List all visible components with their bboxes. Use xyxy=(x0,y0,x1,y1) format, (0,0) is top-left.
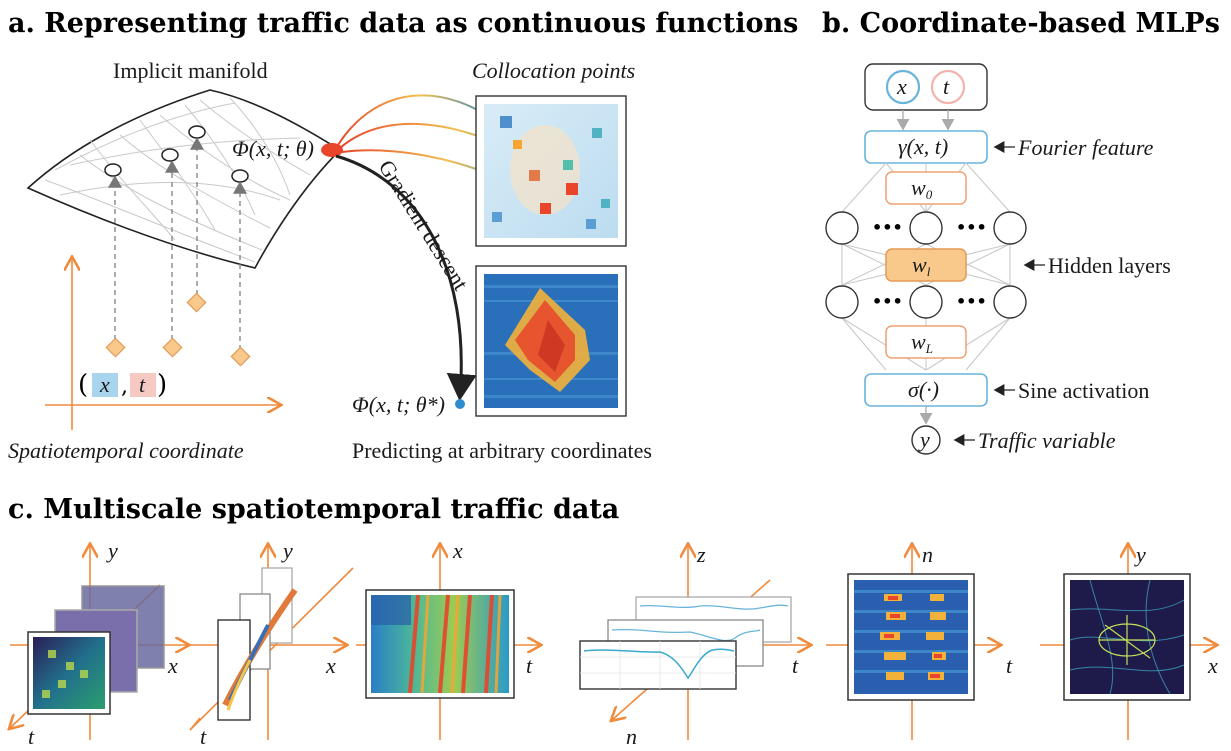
coord-t: t xyxy=(139,372,146,397)
plot-4: z t n xyxy=(579,542,810,749)
hidden-neuron xyxy=(825,285,859,319)
input-t-circle xyxy=(930,69,966,105)
fourier-box-label: γ(x, t) xyxy=(898,134,948,159)
input-box xyxy=(864,63,988,111)
phi-theta-label: Φ(x, t; θ) xyxy=(232,136,314,161)
wL-box xyxy=(885,325,967,359)
hidden-neuron xyxy=(993,285,1027,319)
axis-label: x xyxy=(452,538,463,563)
coord-close-paren: ) xyxy=(157,370,167,400)
coordinate-diamond xyxy=(105,337,126,358)
axis-label: x xyxy=(167,653,178,678)
coordinate-diamond xyxy=(162,337,183,358)
axis-label: y xyxy=(281,538,293,563)
collocation-label: Collocation points xyxy=(472,58,635,83)
prediction-heatmap xyxy=(475,265,627,417)
hidden-neuron xyxy=(993,211,1027,245)
plot-6: y x xyxy=(1040,542,1218,740)
hidden-dots: ••• xyxy=(956,218,987,237)
panel-b-title: b. Coordinate-based MLPs xyxy=(822,8,1220,39)
coord-x: x xyxy=(99,372,110,397)
plot-1: y x t xyxy=(10,538,188,749)
axis-label: z xyxy=(696,542,706,567)
axis-label: x xyxy=(1207,653,1218,678)
hidden-dots: ••• xyxy=(872,292,903,311)
panel-a-title: a. Representing traffic data as continuo… xyxy=(8,8,798,39)
manifold-point xyxy=(231,169,249,183)
plot-5: n t xyxy=(826,542,1013,740)
input-t: t xyxy=(943,74,950,99)
hidden-dots: ••• xyxy=(956,292,987,311)
sine-box-label: σ(·) xyxy=(908,377,939,402)
axis-label: y xyxy=(1134,542,1146,567)
coordinate-diamond xyxy=(186,292,207,313)
manifold-label: Implicit manifold xyxy=(113,58,268,83)
output-label: Traffic variable xyxy=(978,428,1116,453)
axis-label: t xyxy=(792,653,799,678)
manifold-point xyxy=(188,125,206,139)
collocation-image xyxy=(475,95,627,247)
axis-label: n xyxy=(922,542,933,567)
coord-caption: Spatiotemporal coordinate xyxy=(8,438,244,463)
w0-box xyxy=(885,171,967,205)
axis-label: n xyxy=(626,724,637,749)
phi-theta-star-label: Φ(x, t; θ*) xyxy=(352,392,445,417)
wl-box xyxy=(885,248,967,282)
axis-label: t xyxy=(200,724,207,749)
plot-3: x t xyxy=(356,538,540,740)
phi-theta-point xyxy=(321,143,343,157)
network-connections xyxy=(841,162,1011,371)
input-x: x xyxy=(896,74,907,99)
coordinate-diamond xyxy=(230,346,251,367)
hidden-dots: ••• xyxy=(872,218,903,237)
predict-caption: Predicting at arbitrary coordinates xyxy=(352,438,652,463)
manifold-point xyxy=(104,163,122,177)
coord-x-box xyxy=(92,373,118,397)
axis-label: x xyxy=(325,653,336,678)
hidden-label: Hidden layers xyxy=(1048,253,1171,278)
axis-label: t xyxy=(28,724,35,749)
phi-theta-star-point xyxy=(455,399,465,409)
coord-comma: , xyxy=(121,374,128,399)
axis-label: y xyxy=(106,538,118,563)
manifold-point xyxy=(161,148,179,162)
output-y: y xyxy=(918,427,930,452)
wl-label: wl xyxy=(912,252,931,279)
gradient-descent-arrow xyxy=(335,154,477,401)
hidden-neuron xyxy=(909,211,943,245)
coord-open-paren: ( xyxy=(78,370,88,400)
hidden-neuron xyxy=(825,211,859,245)
implicit-manifold-surface xyxy=(26,89,342,269)
coordinate-axes xyxy=(45,258,280,430)
output-circle xyxy=(911,425,941,455)
plot-2: y x t xyxy=(188,538,354,749)
input-x-circle xyxy=(885,69,921,105)
axis-label: t xyxy=(1006,653,1013,678)
axis-label: t xyxy=(526,653,533,678)
hidden-neuron xyxy=(909,285,943,319)
panel-c-title: c. Multiscale spatiotemporal traffic dat… xyxy=(8,494,619,525)
sine-label: Sine activation xyxy=(1018,378,1149,403)
gradient-label: Gradient descent xyxy=(374,155,474,294)
coord-t-box xyxy=(130,373,156,397)
fourier-label: Fourier feature xyxy=(1017,135,1154,160)
